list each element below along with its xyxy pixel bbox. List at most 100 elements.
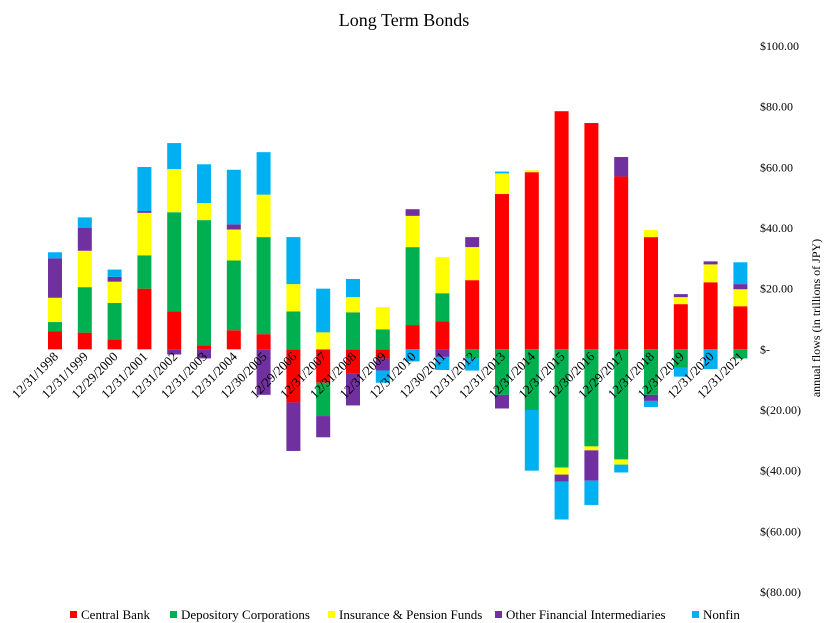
bar-segment [405,209,420,216]
bar-segment [644,400,658,407]
bar-segment [435,321,450,350]
bar-segment [346,312,360,350]
bar-segment [733,306,748,350]
bar-segment [346,349,360,374]
bar-segment [495,173,509,195]
bar-segment [554,467,569,475]
y-tick-label: $(60.00) [760,524,801,538]
bar-segment [256,349,271,395]
legend-swatch [495,611,502,618]
bar-segment [584,349,599,447]
bar-segment [48,331,62,350]
y-tick-label: $(40.00) [760,464,801,478]
legend-swatch [170,611,177,618]
bar-segment [48,258,62,298]
bar-segment [554,111,569,350]
bar-segment [495,394,509,409]
bar-segment [673,304,688,350]
bar-segment [316,382,331,417]
bar-segment [644,230,658,238]
legend-swatch [328,611,335,618]
bar-segment [495,171,509,174]
bar-segment [584,446,599,451]
y-tick-label: $- [760,342,770,356]
bar-segment [614,157,629,177]
bar-segment [614,464,629,473]
bar-segment [554,474,569,482]
bar-segment [733,289,748,307]
bar-segment [256,334,271,350]
bar-segment [226,260,241,331]
legend-label: Other Financial Intermediaries [506,607,666,622]
bar-segment [137,288,152,350]
bar-segment [197,164,211,204]
bar-segment [77,332,92,350]
bar-segment [107,302,122,340]
legend-swatch [692,611,699,618]
bar-segment [375,349,390,359]
y-tick-label: $(20.00) [760,403,801,417]
y-axis-label: annual flows (in trillions of JPY) [809,239,823,397]
bar-segment [703,264,718,283]
bar-segment [316,332,331,350]
bar-segment [286,237,301,285]
bar-segment [375,370,390,383]
bar-segment [673,367,688,377]
bar-segment [77,228,92,251]
bar-segment [465,280,480,350]
bar-segment [346,297,360,313]
bar-segment [405,247,420,326]
bar-segment [644,237,658,350]
y-tick-label: $80.00 [760,100,793,114]
bar-segment [107,281,122,303]
bar-segment [286,311,301,350]
bar-segment [405,349,420,362]
bar-segment [77,217,92,228]
bar-segment [614,459,629,465]
bar-segment [554,349,569,468]
bar-segment [435,356,450,370]
legend-label: Central Bank [81,607,150,622]
bar-segment [584,480,599,505]
bar-segment [673,294,688,298]
bar-segment [644,349,658,395]
legend-label: Depository Corporations [181,607,310,622]
legend-label: Nonfin [703,607,740,622]
bar-segment [584,450,599,481]
bar-segment [137,255,152,289]
bar-segment [107,339,122,350]
bar-segment [524,172,539,350]
bar-segment [137,167,152,212]
bar-segment [316,349,331,383]
bar-segment [465,358,480,371]
bar-segment [167,169,182,213]
bar-segment [733,349,748,359]
bar-segment [316,288,331,333]
bar-segment [256,194,271,238]
bar-segment [673,349,688,368]
bar-segment [346,278,360,298]
bar-segment [226,169,241,225]
legend-swatch [70,611,77,618]
bar-segment [77,250,92,288]
y-tick-label: $(80.00) [760,585,801,599]
bar-segment [703,261,718,265]
bar-segment [435,349,450,357]
bar-segment [286,402,301,451]
bar-segment [524,170,539,173]
bar-segment [465,247,480,281]
bar-segment [405,325,420,350]
bar-segment [137,212,152,256]
bar-segment [465,237,480,248]
bar-segment [524,410,539,471]
bar-segment [495,194,509,350]
bar-segment [375,358,390,371]
bar-segment [226,224,241,230]
bar-segment [197,203,211,221]
bar-segment [197,349,211,359]
bar-segment [495,349,509,395]
bar-segment [554,481,569,520]
bar-segment [733,262,748,285]
bar-segment [197,345,211,350]
